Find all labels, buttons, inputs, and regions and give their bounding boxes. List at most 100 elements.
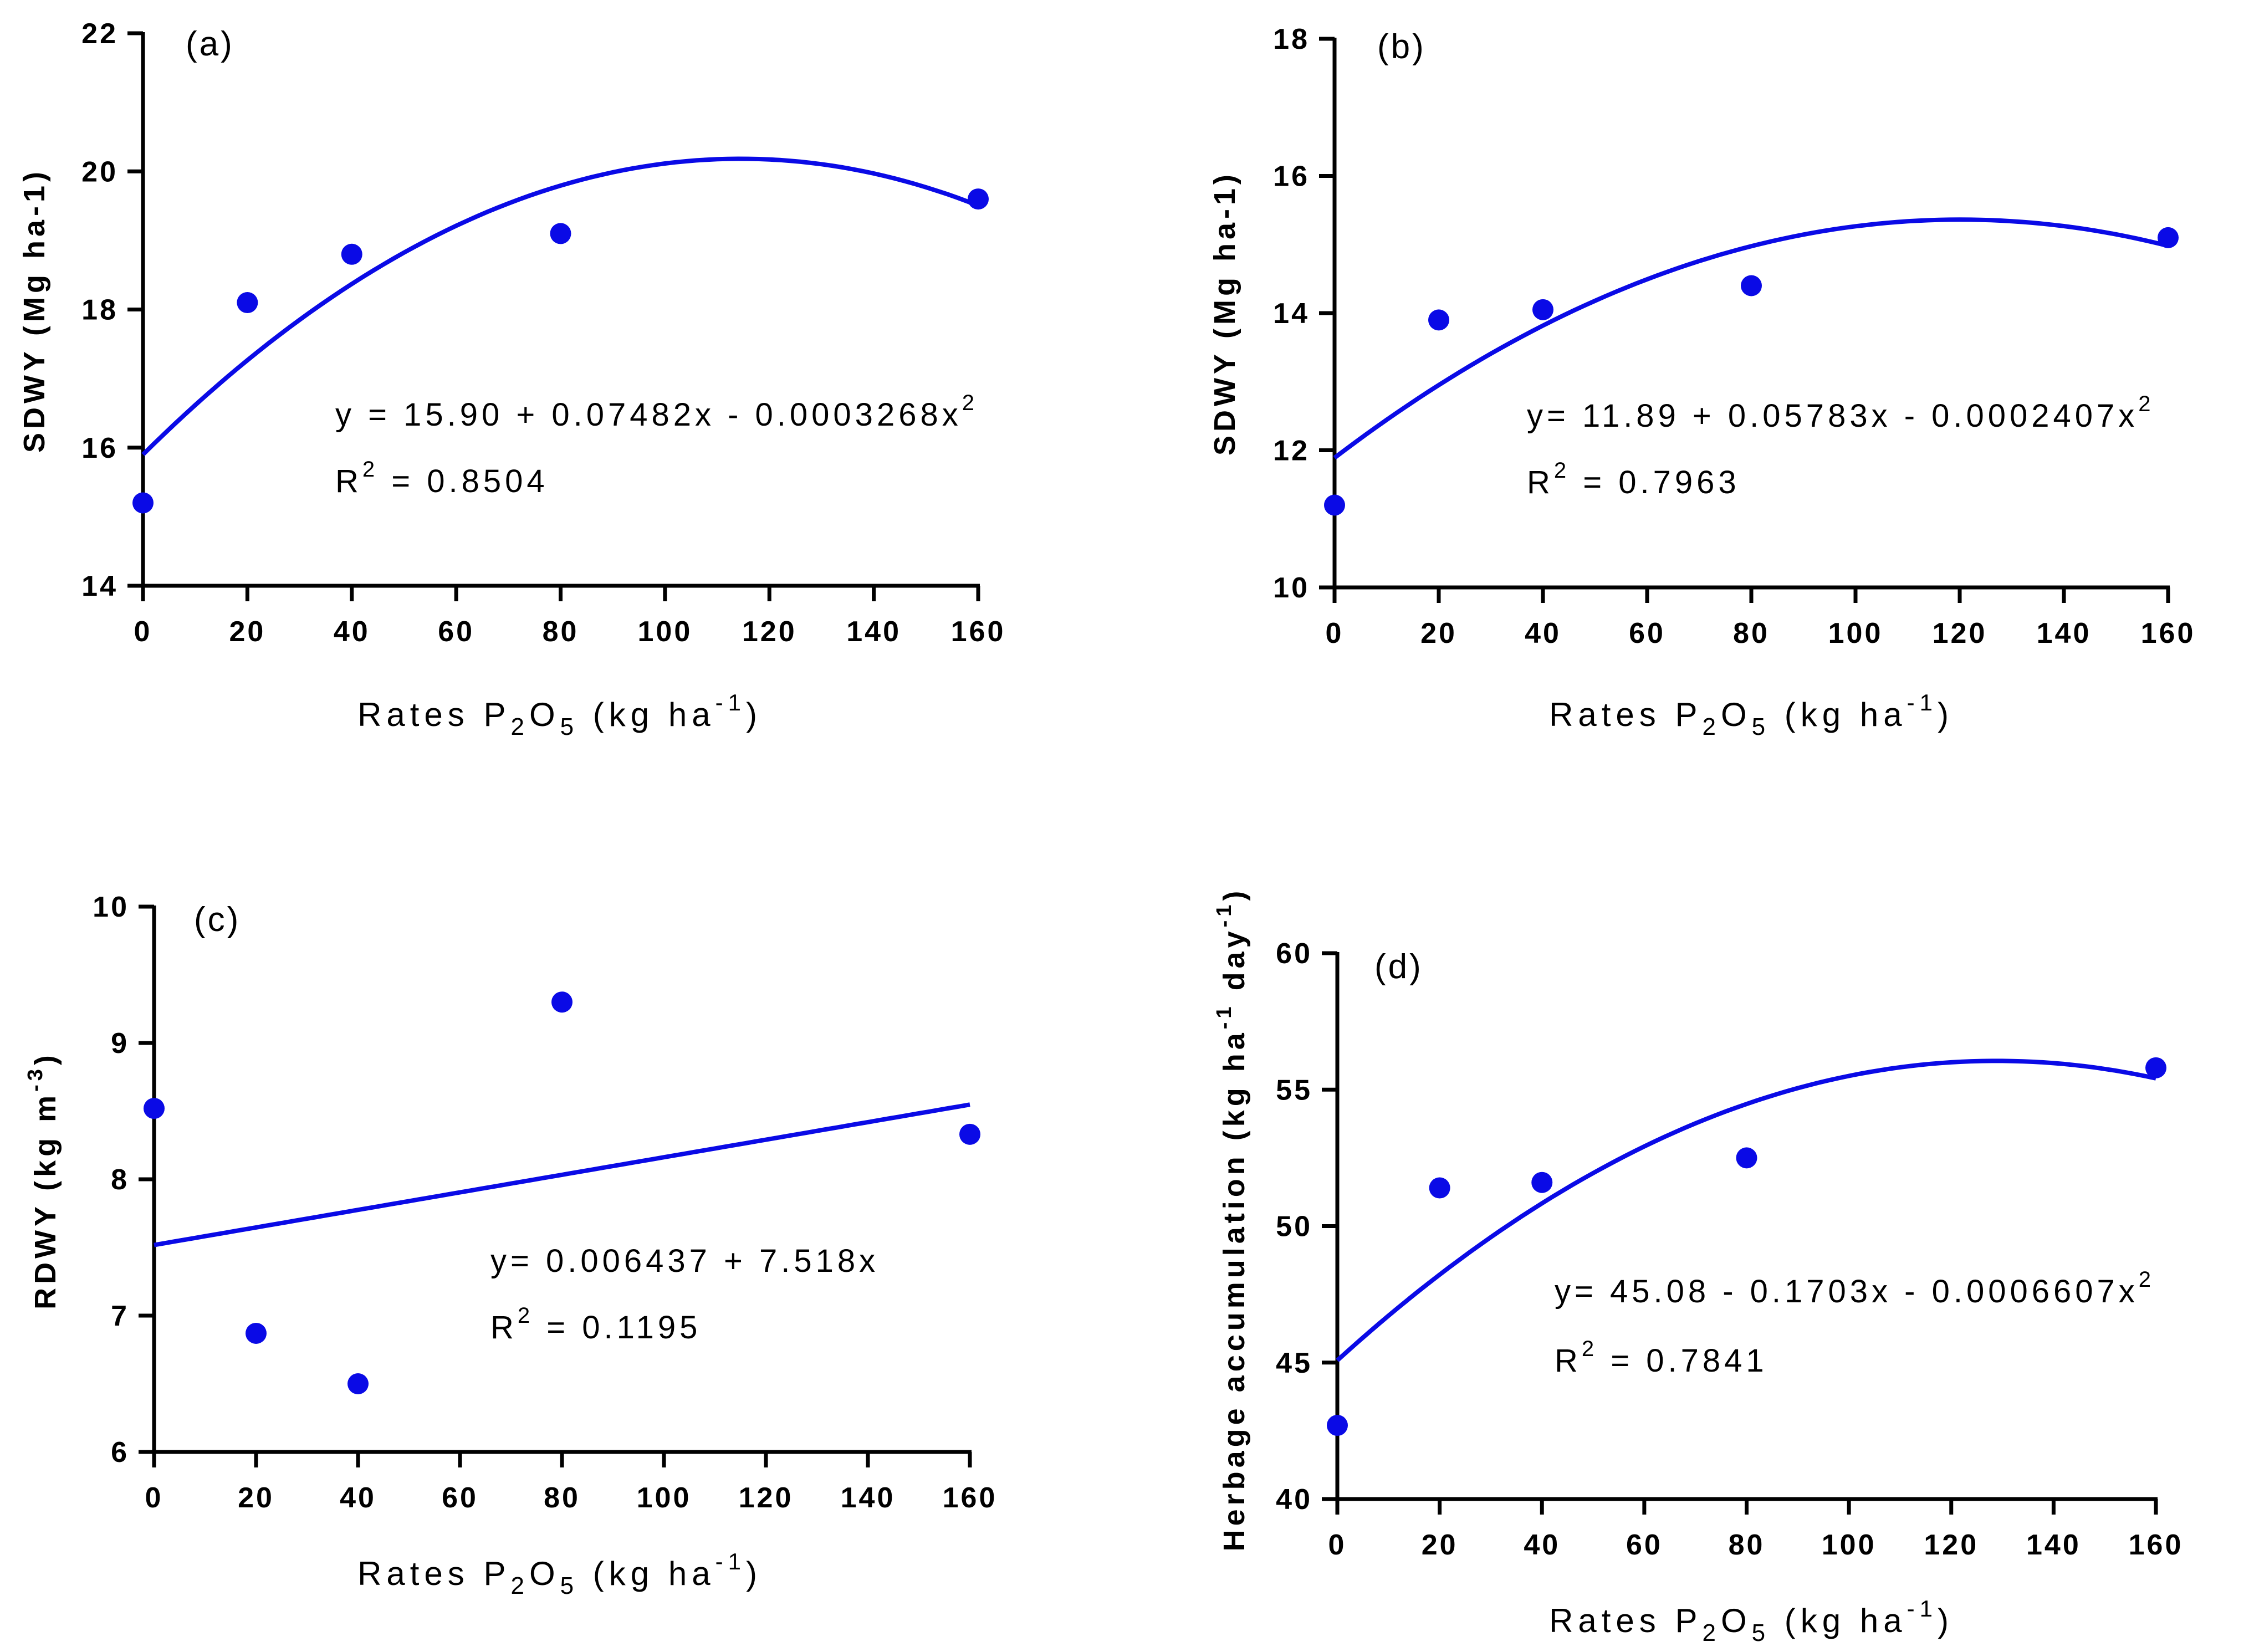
y-tick-label: 10 [1273, 572, 1310, 604]
y-tick-label: 7 [111, 1300, 129, 1332]
x-tick-label: 80 [1729, 1529, 1765, 1561]
x-tick-label: 20 [1420, 617, 1457, 649]
x-axis-title: Rates P2O5 (kg ha-1) [357, 1548, 762, 1599]
x-axis-title: Rates P2O5 (kg ha-1) [1549, 689, 1954, 740]
x-tick-label: 20 [229, 616, 265, 648]
y-tick-label: 55 [1276, 1074, 1312, 1106]
y-tick-label: 14 [1273, 298, 1310, 330]
fit-curve [154, 1102, 970, 1247]
x-tick-label: 0 [145, 1482, 163, 1514]
x-tick-label: 0 [1328, 1529, 1347, 1561]
x-tick-label: 80 [543, 616, 579, 648]
x-tick-label: 80 [544, 1482, 580, 1514]
x-tick-label: 0 [1326, 617, 1344, 649]
x-tick-label: 160 [2141, 617, 2196, 649]
x-axis-title: Rates P2O5 (kg ha-1) [1549, 1595, 1954, 1646]
fit-curve [1336, 1058, 2156, 1362]
x-tick-label: 60 [442, 1482, 478, 1514]
y-tick-label: 10 [93, 891, 129, 923]
regression-equation: y= 0.006437 + 7.518x [490, 1243, 879, 1279]
x-tick-label: 60 [438, 616, 474, 648]
data-point [1324, 494, 1345, 516]
data-point [550, 223, 571, 244]
y-tick-label: 22 [81, 18, 118, 50]
r-squared: R2 = 0.7963 [1527, 458, 1740, 500]
x-tick-label: 160 [951, 616, 1006, 648]
y-tick-label: 16 [81, 432, 118, 464]
y-tick-label: 50 [1276, 1211, 1312, 1243]
y-tick-label: 45 [1276, 1347, 1312, 1379]
y-tick-label: 16 [1273, 161, 1310, 193]
y-tick-label: 8 [111, 1164, 129, 1196]
x-tick-label: 140 [841, 1482, 896, 1514]
data-point [1327, 1415, 1348, 1436]
data-point [1429, 1177, 1450, 1199]
x-tick-label: 140 [2026, 1529, 2081, 1561]
x-tick-label: 100 [1828, 617, 1883, 649]
x-tick-label: 160 [943, 1482, 998, 1514]
fit-curve [141, 156, 979, 457]
regression-equation: y= 11.89 + 0.05783x - 0.0002407x2 [1527, 392, 2155, 434]
x-tick-label: 140 [2037, 617, 2092, 649]
data-point [237, 292, 258, 314]
y-axis-title: SDWY (Mg ha-1) [18, 168, 51, 453]
data-point [341, 243, 362, 265]
fit-curve [1333, 217, 2169, 460]
x-tick-label: 20 [1422, 1529, 1458, 1561]
r-squared: R2 = 0.7841 [1555, 1337, 1768, 1379]
x-tick-label: 100 [1822, 1529, 1877, 1561]
x-tick-label: 60 [1626, 1529, 1663, 1561]
data-point [2158, 227, 2179, 248]
data-point [959, 1123, 980, 1145]
regression-equation: y = 15.90 + 0.07482x - 0.0003268x2 [335, 391, 978, 433]
data-point [1741, 275, 1762, 296]
panel-label: (c) [194, 901, 241, 939]
r-squared: R2 = 0.8504 [335, 457, 549, 499]
x-tick-label: 40 [1524, 1529, 1560, 1561]
x-axis-title: Rates P2O5 (kg ha-1) [357, 689, 762, 740]
y-axis-title: Herbage accumulation (kg ha-1 day-1) [1213, 887, 1251, 1552]
data-point [1736, 1147, 1757, 1169]
data-point [2145, 1057, 2166, 1078]
data-point [132, 492, 154, 514]
x-tick-label: 100 [637, 616, 692, 648]
y-axis-title: SDWY (Mg ha-1) [1208, 171, 1241, 456]
y-tick-label: 18 [81, 294, 118, 326]
chart-panel-a: 14 16 18 20 22 0 20 40 60 80 100 120 140 160 (a) y = 15… [18, 18, 1006, 740]
data-point [347, 1373, 369, 1394]
chart-panel-b: 10 12 14 16 18 0 20 40 60 80 100 120 140 160 (b) y= 11.… [1208, 23, 2196, 740]
panel-label: (a) [186, 25, 234, 63]
y-tick-label: 12 [1273, 435, 1310, 467]
data-point [144, 1098, 165, 1119]
panel-label: (b) [1377, 28, 1426, 66]
x-tick-label: 120 [1924, 1529, 1979, 1561]
x-tick-label: 40 [1525, 617, 1561, 649]
y-axis-title: RDWY (kg m-3) [24, 1051, 62, 1310]
chart-panel-d: 40 45 50 55 60 0 20 40 60 80 100 120 140 160 (d) y= 45.… [1213, 887, 2184, 1646]
y-tick-label: 60 [1276, 938, 1312, 970]
x-tick-label: 40 [340, 1482, 376, 1514]
x-tick-label: 40 [334, 616, 370, 648]
x-tick-label: 100 [637, 1482, 692, 1514]
x-tick-label: 0 [134, 616, 152, 648]
x-tick-label: 140 [846, 616, 901, 648]
x-tick-label: 20 [238, 1482, 274, 1514]
x-tick-label: 120 [1933, 617, 1987, 649]
data-point [968, 188, 989, 210]
data-point [1532, 299, 1553, 320]
y-tick-label: 9 [111, 1027, 129, 1060]
x-tick-label: 60 [1629, 617, 1665, 649]
x-tick-label: 160 [2129, 1529, 2184, 1561]
r-squared: R2 = 0.1195 [490, 1303, 701, 1346]
y-tick-label: 20 [81, 156, 118, 188]
data-point [1531, 1172, 1553, 1193]
data-point [551, 991, 573, 1013]
y-tick-label: 6 [111, 1436, 129, 1469]
y-tick-label: 18 [1273, 23, 1310, 55]
panel-label: (d) [1374, 948, 1423, 986]
x-tick-label: 80 [1733, 617, 1770, 649]
x-tick-label: 120 [742, 616, 797, 648]
x-tick-label: 120 [739, 1482, 794, 1514]
